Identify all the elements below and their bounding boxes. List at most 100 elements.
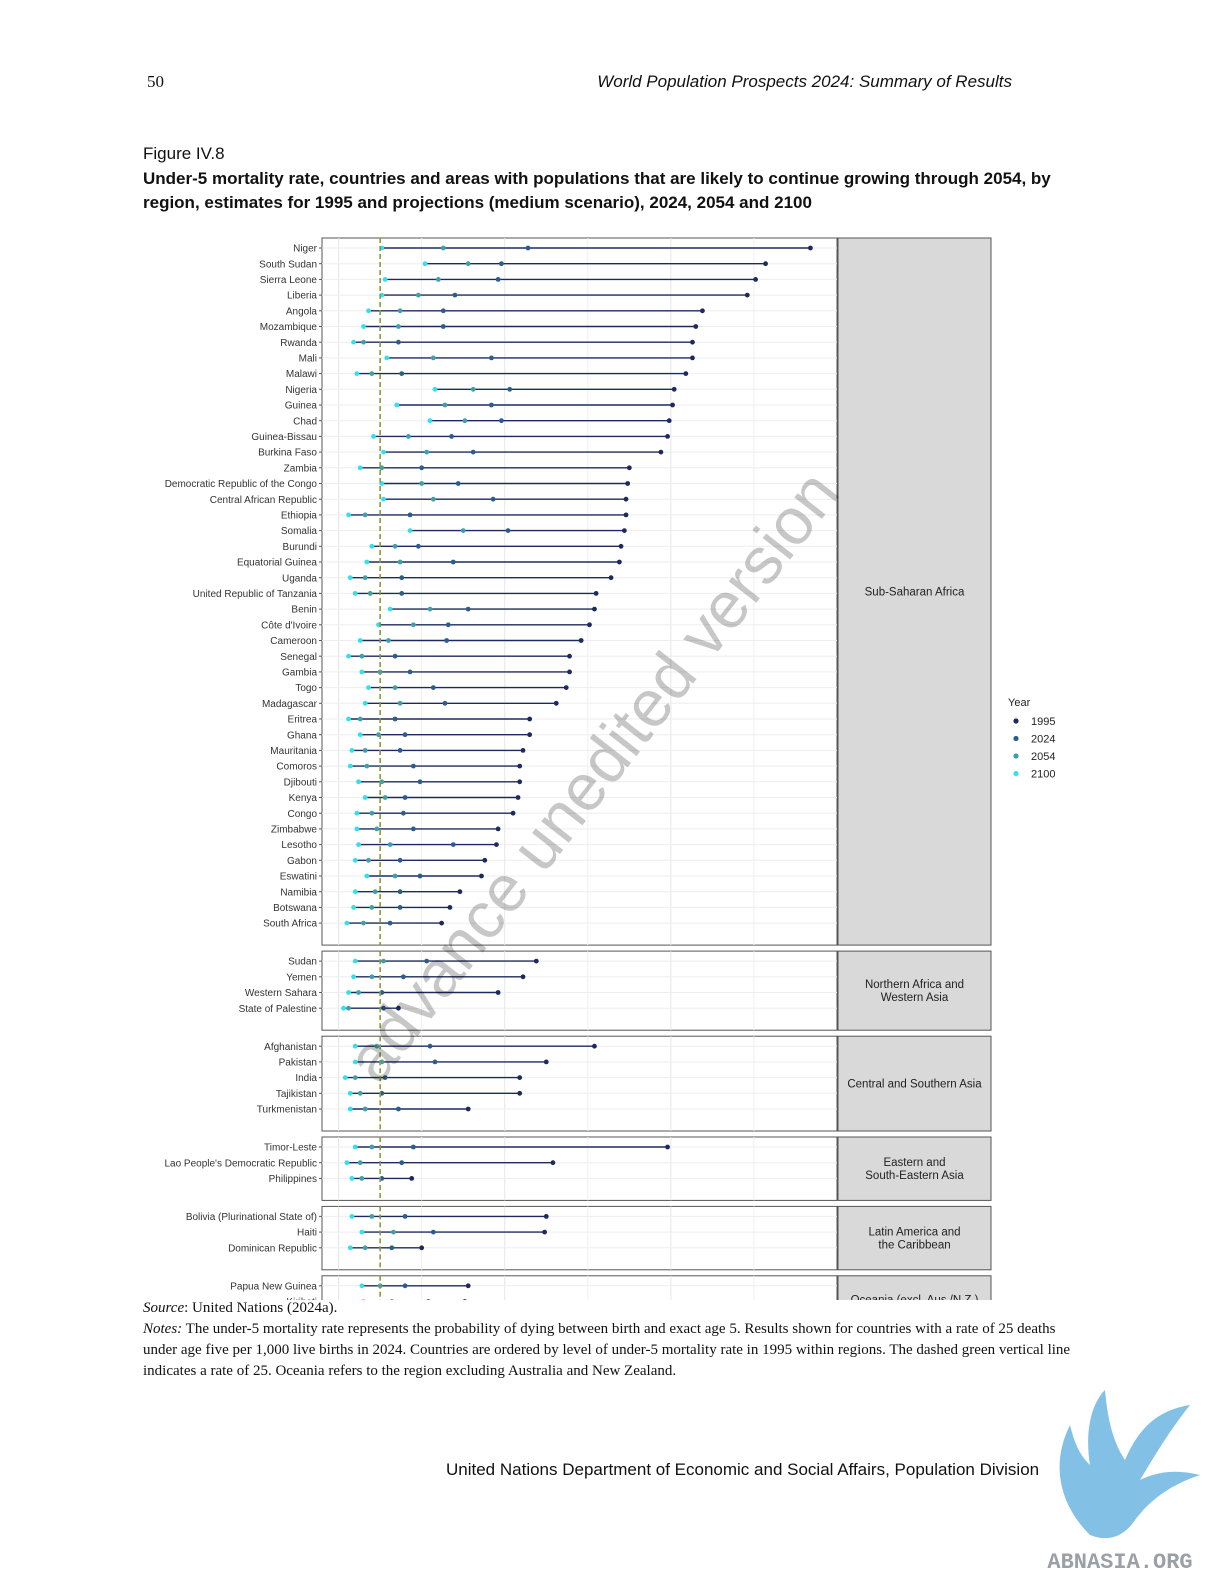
country-label: Haiti xyxy=(297,1228,317,1239)
region-strip xyxy=(837,1035,992,1132)
dot-2024 xyxy=(407,512,413,518)
source-label: Source xyxy=(143,1300,185,1316)
country-label: Senegal xyxy=(280,652,317,663)
country-label: Turkmenistan xyxy=(257,1105,317,1116)
country-label: Burkina Faso xyxy=(258,448,317,459)
dot-2100 xyxy=(346,653,351,659)
dot-2100 xyxy=(352,889,358,895)
dot-2024 xyxy=(470,449,476,455)
dot-2054 xyxy=(392,543,398,549)
running-header: World Population Prospects 2024: Summary… xyxy=(597,72,1012,91)
dot-2024 xyxy=(402,1283,408,1289)
dot-2024 xyxy=(401,810,406,816)
country-label: Djibouti xyxy=(284,777,317,788)
country-label: Mauritania xyxy=(270,746,317,757)
dot-2024 xyxy=(440,324,446,329)
dot-1995 xyxy=(592,606,597,612)
dot-2024 xyxy=(392,653,398,659)
dot-2024 xyxy=(401,974,406,980)
dot-2054 xyxy=(419,481,425,486)
dot-1995 xyxy=(763,261,768,267)
dot-2054 xyxy=(362,1245,368,1251)
dot-2024 xyxy=(410,826,416,832)
dot-1995 xyxy=(527,716,533,722)
dot-2100 xyxy=(344,1160,350,1166)
dot-1995 xyxy=(700,308,705,314)
dot-2100 xyxy=(352,1043,358,1049)
country-label: Uganda xyxy=(282,573,317,584)
dot-2054 xyxy=(430,355,436,361)
country-label: Namibia xyxy=(280,887,317,898)
dot-2054 xyxy=(381,958,386,964)
dot-2100 xyxy=(346,716,351,722)
dot-2054 xyxy=(415,292,421,298)
dot-2024 xyxy=(399,575,405,581)
dot-2054 xyxy=(346,1005,351,1011)
dot-2024 xyxy=(495,277,501,282)
dot-2100 xyxy=(422,261,428,267)
dot-1995 xyxy=(517,763,523,769)
dot-2024 xyxy=(399,591,405,596)
dot-1995 xyxy=(623,496,629,502)
dot-2024 xyxy=(407,669,413,675)
dot-1995 xyxy=(495,826,501,832)
figure-label: Figure IV.8 xyxy=(143,144,225,163)
legend-label: 1995 xyxy=(1031,716,1055,728)
dot-1995 xyxy=(482,857,488,863)
country-label: Chad xyxy=(293,416,317,427)
page-number: 50 xyxy=(147,72,164,91)
dot-2024 xyxy=(489,402,494,408)
dot-2054 xyxy=(440,245,446,251)
dot-2024 xyxy=(465,606,471,612)
dot-1995 xyxy=(623,512,629,518)
dot-2100 xyxy=(352,1144,358,1150)
country-label: Guinea xyxy=(285,401,318,412)
legend-label: 2100 xyxy=(1031,769,1055,781)
country-label: Angola xyxy=(286,306,318,317)
dot-1995 xyxy=(592,1043,597,1049)
dot-2024 xyxy=(505,528,511,533)
dot-2024 xyxy=(410,763,416,769)
country-label: Malawi xyxy=(286,369,317,380)
dot-2054 xyxy=(369,974,375,980)
country-label: Ghana xyxy=(287,730,317,741)
dot-2100 xyxy=(351,339,356,345)
country-label: Pakistan xyxy=(279,1058,317,1069)
dot-1995 xyxy=(693,324,699,329)
dot-2024 xyxy=(397,748,403,753)
dot-2024 xyxy=(450,842,456,847)
country-label: South Africa xyxy=(263,919,317,930)
dot-2024 xyxy=(417,779,423,785)
dot-2054 xyxy=(442,402,448,408)
dot-1995 xyxy=(593,591,599,596)
country-label: Côte d'Ivoire xyxy=(261,620,317,631)
country-label: Papua New Guinea xyxy=(230,1281,317,1292)
dot-2024 xyxy=(417,873,423,879)
dot-2024 xyxy=(402,795,408,800)
legend-label: 2024 xyxy=(1031,734,1055,746)
dot-2024 xyxy=(427,1043,433,1049)
country-label: Kiribati xyxy=(286,1297,317,1300)
dot-1995 xyxy=(479,873,484,879)
dot-2024 xyxy=(402,732,408,738)
dot-2024 xyxy=(415,543,421,549)
abnasia-logo: ABNASIA.ORG xyxy=(1047,1390,1200,1575)
dot-1995 xyxy=(495,990,501,995)
dot-2100 xyxy=(352,857,358,863)
legend-swatch xyxy=(1013,735,1019,742)
country-label: Timor-Leste xyxy=(264,1143,317,1154)
dot-2100 xyxy=(384,355,390,361)
dot-2100 xyxy=(351,905,356,910)
country-label: Zambia xyxy=(284,463,318,474)
region-strip xyxy=(837,237,992,946)
dot-2054 xyxy=(392,873,398,879)
country-label: Western Sahara xyxy=(245,988,318,999)
country-label: India xyxy=(295,1073,317,1084)
country-label: Sierra Leone xyxy=(260,275,318,286)
dot-2100 xyxy=(356,842,361,847)
dot-2024 xyxy=(452,292,458,298)
dot-1995 xyxy=(527,732,533,738)
dot-2100 xyxy=(346,990,351,995)
panel-frame xyxy=(321,237,838,946)
dot-2054 xyxy=(387,842,393,847)
